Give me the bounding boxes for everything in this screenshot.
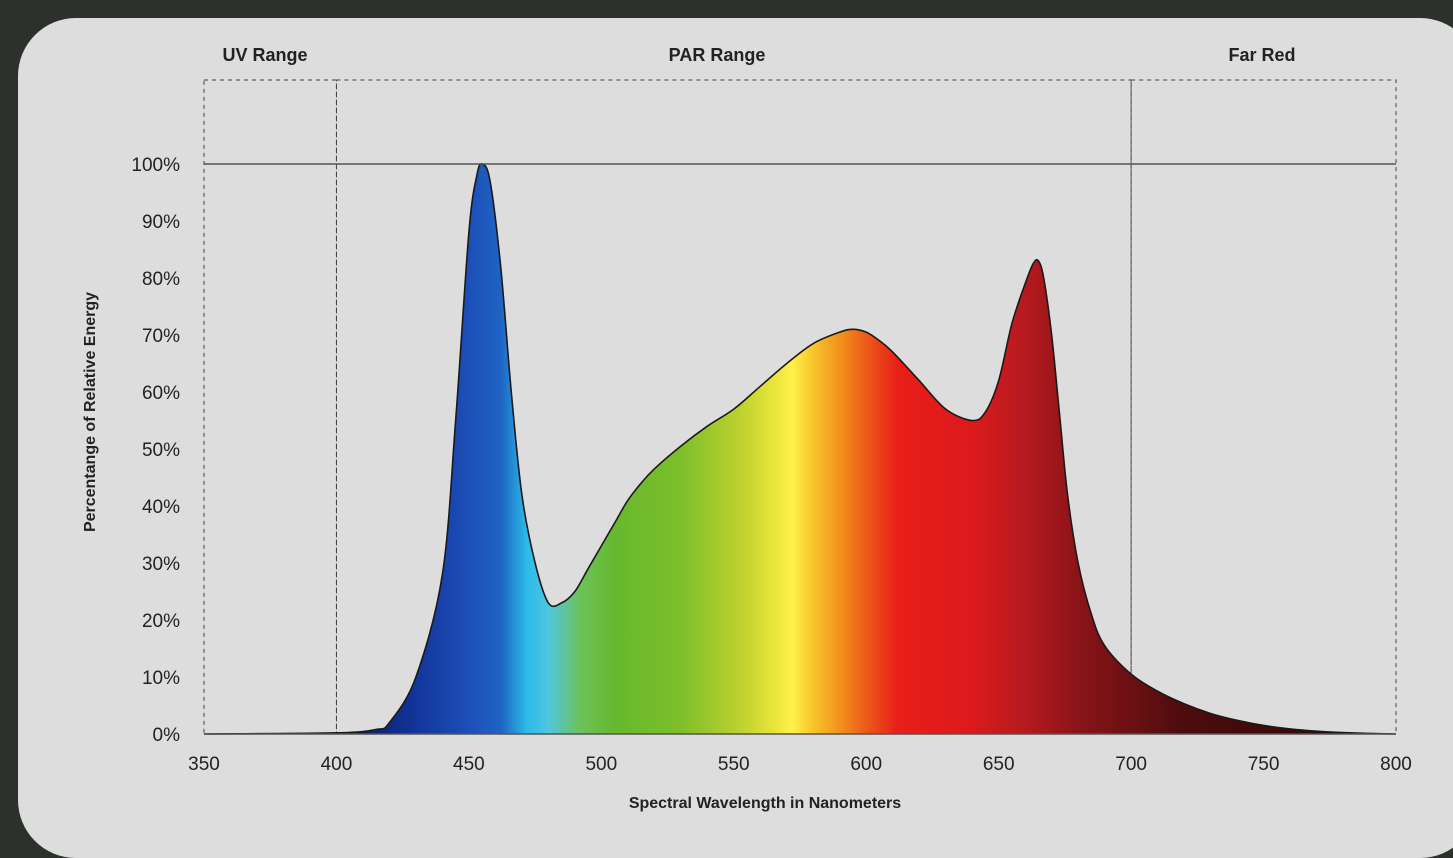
spectrum-fill	[204, 163, 1396, 735]
x-tick-label: 600	[850, 754, 882, 775]
labels: 350 400 450 500 550 600 650 700 750 800 0% 10% 20% 30…	[82, 45, 1412, 812]
spectrum-area	[203, 162, 1397, 735]
axes	[204, 163, 1396, 735]
x-axis-title: Spectral Wavelength in Nanometers	[629, 795, 901, 812]
x-tick-label: 800	[1380, 754, 1412, 775]
x-tick-label: 700	[1115, 754, 1147, 775]
y-tick-label: 20%	[142, 611, 180, 632]
y-tick-label: 30%	[142, 554, 180, 575]
x-tick-label: 650	[983, 754, 1015, 775]
x-tick-label: 750	[1248, 754, 1280, 775]
x-tick-label: 450	[453, 754, 485, 775]
region-box-par-range	[335, 79, 1132, 735]
x-tick-label: 500	[585, 754, 617, 775]
x-tick-label: 350	[188, 754, 220, 775]
y-axis-title: Percentange of Relative Energy	[82, 292, 99, 532]
spectrum-chart: 350 400 450 500 550 600 650 700 750 800 0% 10% 20% 30…	[82, 45, 1412, 812]
y-tick-label: 40%	[142, 497, 180, 518]
region-label: UV Range	[222, 45, 307, 65]
y-tick-label: 100%	[131, 155, 180, 176]
x-tick-label: 550	[718, 754, 750, 775]
region-box-uv-range	[203, 79, 337, 735]
y-tick-label: 0%	[153, 725, 181, 746]
region-box-far-red	[1130, 79, 1397, 735]
y-tick-label: 50%	[142, 440, 180, 461]
x-tick-label: 400	[321, 754, 353, 775]
region-label: Far Red	[1228, 45, 1295, 65]
y-tick-label: 90%	[142, 212, 180, 233]
y-tick-label: 80%	[142, 269, 180, 290]
y-tick-label: 70%	[142, 326, 180, 347]
y-tick-label: 10%	[142, 668, 180, 689]
y-tick-label: 60%	[142, 383, 180, 404]
region-label: PAR Range	[669, 45, 766, 65]
